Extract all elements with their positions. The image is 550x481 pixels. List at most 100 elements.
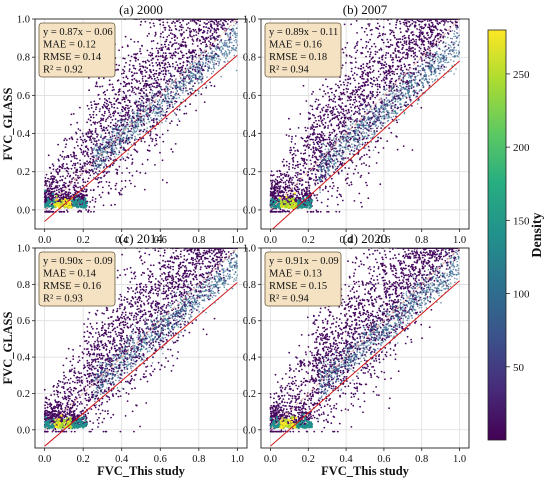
scatter-point (199, 20, 202, 23)
scatter-point (130, 38, 132, 41)
scatter-point (295, 176, 298, 179)
scatter-point (177, 80, 179, 83)
scatter-point (73, 147, 76, 149)
scatter-point (140, 52, 142, 55)
scatter-point (340, 84, 342, 86)
scatter-point (68, 137, 71, 140)
scatter-point (206, 66, 209, 68)
scatter-point (182, 64, 185, 67)
scatter-point (191, 65, 194, 68)
scatter-point (196, 72, 199, 74)
scatter-point (58, 188, 60, 191)
scatter-point (107, 159, 110, 162)
scatter-point (178, 106, 181, 108)
scatter-point (146, 109, 148, 112)
scatter-point (118, 93, 120, 96)
scatter-point (91, 148, 93, 150)
scatter-point (188, 74, 190, 76)
scatter-point (329, 106, 332, 109)
scatter-point (119, 136, 121, 138)
scatter-point (138, 97, 141, 100)
scatter-point (359, 176, 362, 179)
scatter-point (189, 91, 192, 94)
scatter-point (191, 68, 194, 71)
scatter-point (126, 121, 128, 124)
scatter-point (168, 103, 171, 106)
scatter-point (232, 48, 235, 51)
scatter-point (170, 100, 172, 103)
scatter-point (68, 181, 71, 184)
scatter-point (444, 28, 446, 31)
scatter-point (98, 155, 100, 158)
scatter-point (102, 204, 105, 207)
scatter-point (326, 108, 329, 111)
scatter-point (77, 175, 79, 177)
scatter-point (360, 115, 363, 117)
scatter-point (103, 98, 106, 100)
scatter-point (356, 44, 358, 46)
scatter-point (153, 94, 155, 97)
scatter-point (152, 96, 155, 99)
scatter-point (229, 32, 231, 35)
scatter-point (211, 37, 213, 39)
scatter-point (311, 127, 314, 129)
scatter-point (449, 30, 452, 33)
scatter-point (316, 133, 319, 136)
scatter-point (109, 151, 111, 154)
scatter-point (374, 50, 377, 53)
scatter-point (213, 62, 215, 64)
scatter-point (205, 37, 208, 40)
scatter-point (115, 153, 118, 155)
scatter-point (405, 30, 407, 32)
scatter-point (44, 192, 46, 195)
scatter-point (122, 57, 125, 60)
scatter-point (226, 42, 228, 44)
scatter-point (157, 108, 159, 111)
scatter-point (149, 110, 152, 113)
scatter-point (197, 32, 200, 35)
scatter-point (327, 92, 329, 94)
scatter-point (196, 68, 198, 70)
scatter-point (216, 39, 219, 41)
scatter-point (199, 61, 201, 63)
scatter-point (285, 164, 288, 167)
scatter-point (393, 71, 395, 73)
scatter-point (213, 44, 216, 47)
scatter-point (168, 78, 171, 80)
scatter-point (195, 66, 198, 68)
scatter-point (236, 34, 238, 37)
scatter-point (164, 43, 166, 46)
scatter-point (169, 56, 172, 59)
scatter-point (130, 86, 133, 88)
scatter-point (337, 171, 340, 174)
scatter-point (167, 97, 170, 100)
scatter-point (136, 117, 139, 119)
scatter-point (361, 143, 364, 146)
scatter-point (110, 148, 112, 151)
scatter-point (83, 155, 86, 157)
scatter-point (357, 172, 360, 174)
scatter-point (123, 148, 125, 151)
scatter-point (327, 116, 329, 119)
scatter-point (144, 69, 146, 72)
scatter-point (211, 44, 214, 46)
scatter-point (295, 200, 297, 203)
scatter-point (408, 25, 411, 28)
scatter-point (359, 87, 362, 90)
scatter-point (202, 51, 204, 54)
scatter-point (169, 32, 172, 35)
scatter-point (103, 165, 106, 168)
scatter-point (82, 141, 85, 144)
scatter-point (276, 170, 279, 173)
scatter-point (125, 97, 128, 99)
scatter-point (67, 184, 69, 187)
scatter-point (65, 156, 68, 159)
scatter-point (141, 109, 144, 111)
scatter-point (281, 173, 284, 176)
scatter-point (149, 91, 151, 94)
scatter-point (157, 101, 160, 104)
scatter-point (204, 52, 206, 54)
scatter-point-dense (44, 189, 47, 192)
scatter-point (114, 111, 117, 113)
scatter-point (133, 67, 135, 69)
